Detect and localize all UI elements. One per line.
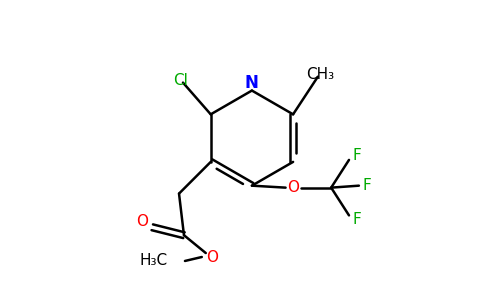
Text: N: N	[245, 74, 259, 92]
Text: H₃C: H₃C	[139, 254, 167, 268]
Text: CH₃: CH₃	[306, 67, 334, 82]
Text: O: O	[136, 214, 149, 229]
Text: Cl: Cl	[174, 73, 188, 88]
Text: O: O	[287, 180, 300, 195]
Text: F: F	[363, 178, 372, 193]
Text: F: F	[353, 148, 362, 164]
Text: O: O	[206, 250, 218, 265]
Text: F: F	[353, 212, 362, 227]
